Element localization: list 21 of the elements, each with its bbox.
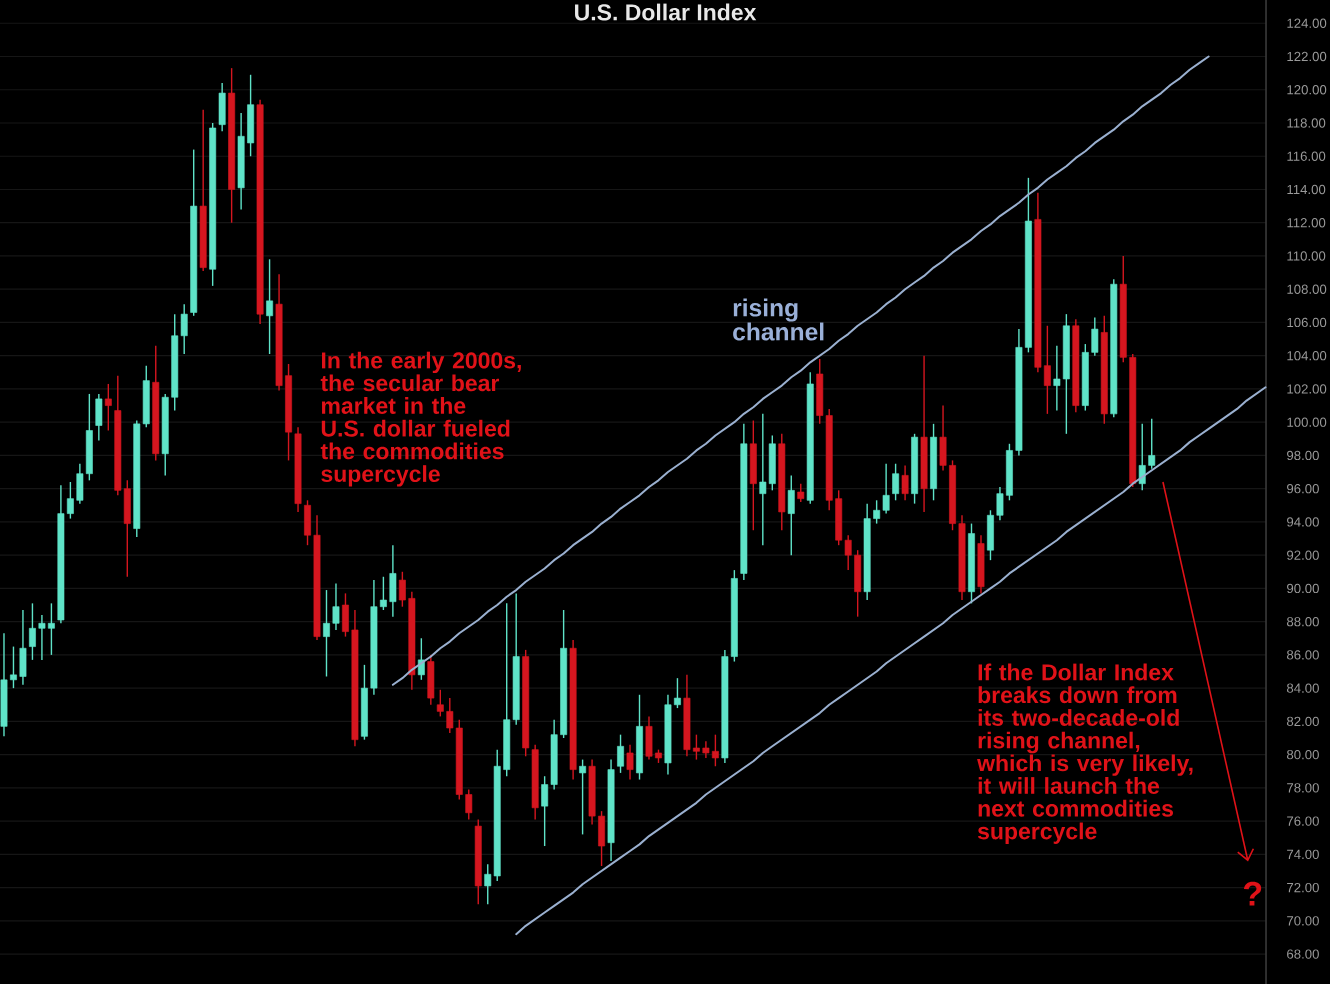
candlestick xyxy=(617,733,624,774)
candlestick xyxy=(95,393,103,442)
candlestick xyxy=(797,482,805,503)
candlestick xyxy=(636,694,643,781)
candlestick xyxy=(977,534,985,595)
chart-title: U.S. Dollar Index xyxy=(575,3,757,21)
candlestick xyxy=(749,419,757,531)
candlestick xyxy=(218,82,226,132)
candlestick xyxy=(417,637,425,681)
annotation: If the Dollar Index breaks down from its two-decade-old rising channel, which is very likely, it will launch the next commodities supercycle xyxy=(977,663,1193,844)
annotation: ? xyxy=(1243,881,1262,906)
candlestick xyxy=(427,654,435,706)
annotation: In the early 2000s, the secular bear market in the U.S. dollar fueled the commodities supercycle xyxy=(320,351,521,487)
candlestick xyxy=(266,258,273,355)
annotation: rising channel xyxy=(733,298,824,341)
candlestick xyxy=(626,743,634,781)
candlestick xyxy=(787,474,795,556)
candlestick xyxy=(901,464,909,501)
candlestick xyxy=(892,463,900,501)
candlestick xyxy=(104,383,112,432)
candlestick xyxy=(579,758,587,836)
